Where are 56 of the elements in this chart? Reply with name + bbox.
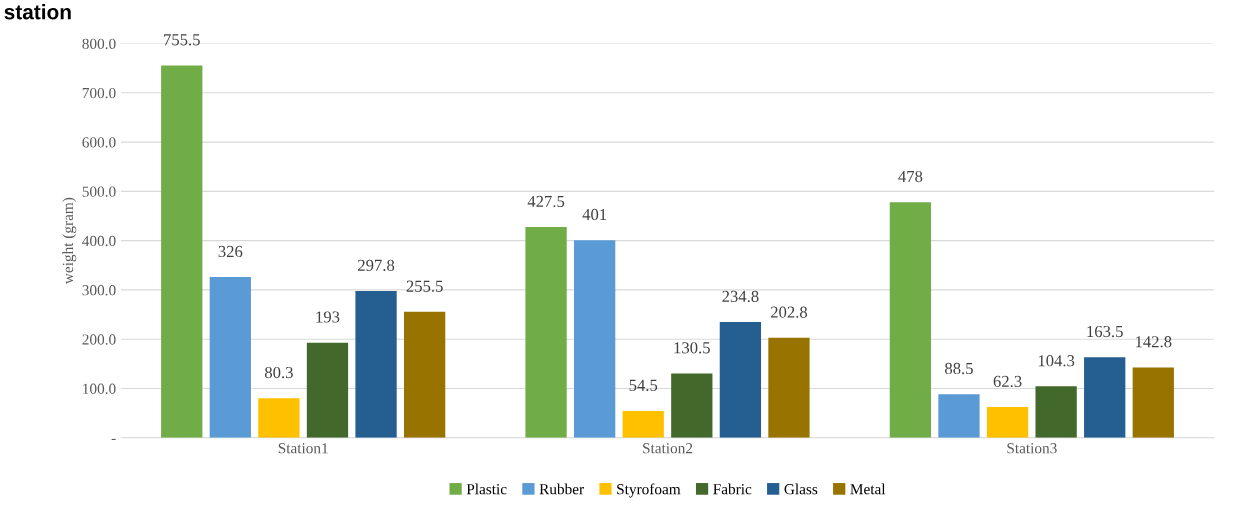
- data-label: 326: [218, 245, 243, 258]
- y-axis-title: weight (gram): [62, 197, 77, 285]
- y-tick-label: 600.0: [82, 137, 116, 148]
- legend-label: Glass: [784, 483, 818, 495]
- legend-label: Styrofoam: [617, 483, 681, 498]
- bar: [986, 407, 1029, 438]
- bar: [768, 337, 810, 438]
- bar: [355, 291, 397, 438]
- y-tick-label: 200.0: [82, 334, 116, 345]
- data-label: 297.8: [358, 259, 395, 272]
- legend-label: Rubber: [539, 483, 584, 495]
- data-label: 755.5: [164, 34, 200, 46]
- legend-label: Plastic: [466, 483, 507, 495]
- bar: [403, 311, 446, 438]
- x-tick-label: Station1: [278, 443, 328, 454]
- y-tick-label: -: [111, 438, 116, 441]
- y-tick-label: 800.0: [82, 38, 116, 50]
- y-tick-label: 700.0: [82, 87, 116, 99]
- bar: [574, 240, 616, 438]
- data-label: 255.5: [406, 280, 443, 292]
- bar: [938, 394, 980, 438]
- y-tick-label: 400.0: [82, 235, 116, 247]
- bar: [525, 227, 567, 438]
- bar: [622, 410, 664, 438]
- bar: [306, 342, 349, 438]
- legend-label: Metal: [850, 483, 886, 495]
- bar: [1084, 357, 1126, 438]
- data-label: 427.5: [527, 195, 565, 208]
- bar: [258, 398, 300, 438]
- data-label: 62.3: [993, 375, 1022, 388]
- x-tick-label: Station2: [643, 443, 693, 454]
- bar: [209, 277, 251, 438]
- bar: [1132, 367, 1174, 438]
- data-label: 163.5: [1087, 325, 1123, 338]
- data-label: 234.8: [722, 290, 759, 303]
- data-label: 80.3: [264, 366, 293, 379]
- data-label: 130.5: [674, 342, 710, 354]
- x-tick-label: Station3: [1007, 443, 1057, 454]
- data-label: 88.5: [945, 362, 973, 375]
- data-label: 142.8: [1136, 336, 1172, 348]
- data-label: 54.5: [629, 379, 658, 391]
- data-label: 478: [898, 170, 923, 183]
- y-tick-label: 300.0: [82, 285, 116, 296]
- bar: [161, 65, 203, 438]
- data-label: 401: [582, 208, 607, 221]
- bar: [719, 322, 762, 438]
- legend-label: Fabric: [713, 483, 752, 495]
- data-label: 104.3: [1038, 355, 1075, 367]
- data-label: 202.8: [770, 306, 808, 318]
- bar: [671, 373, 713, 438]
- y-tick-label: 100.0: [83, 383, 116, 394]
- y-tick-label: 500.0: [82, 186, 116, 197]
- chart-title: station: [4, 4, 71, 20]
- bar: [1035, 386, 1077, 438]
- data-label: 193: [316, 311, 340, 323]
- bar: [889, 202, 932, 438]
